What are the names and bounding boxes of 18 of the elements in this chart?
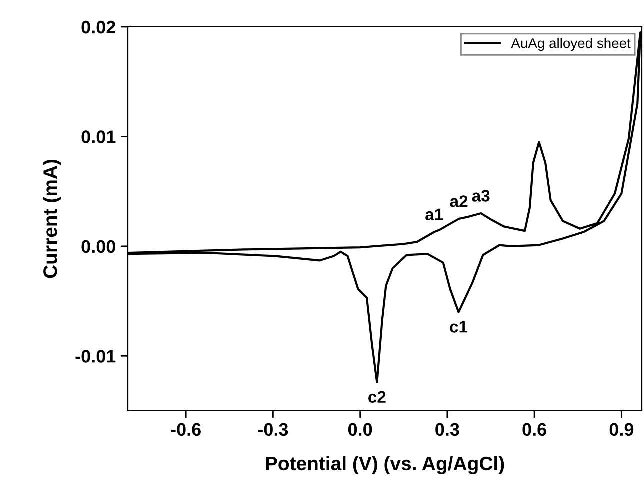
- x-tick-label: 0.6: [522, 423, 546, 436]
- x-axis-title: Potential (V) (vs. Ag/AgCl): [266, 456, 504, 475]
- x-tick-label: 0.0: [348, 423, 372, 436]
- annotation: a1: [426, 208, 444, 221]
- x-tick-label: -0.3: [258, 423, 288, 436]
- x-tick-label: 0.3: [436, 423, 460, 436]
- annotation: c1: [450, 321, 468, 333]
- y-tick-label: -0.01: [76, 350, 116, 363]
- y-tick-label: 0.00: [82, 240, 116, 254]
- y-tick-label: 0.01: [82, 130, 116, 144]
- x-tick-label: 0.9: [610, 423, 634, 436]
- annotation: a3: [472, 190, 490, 202]
- legend-label: AuAg alloyed sheet: [511, 38, 631, 52]
- annotation: c2: [368, 391, 386, 404]
- y-tick-label: 0.02: [82, 20, 116, 34]
- annotation: a2: [450, 196, 468, 208]
- y-axis-title: Current (mA): [43, 160, 62, 278]
- x-tick-label: -0.6: [171, 423, 201, 436]
